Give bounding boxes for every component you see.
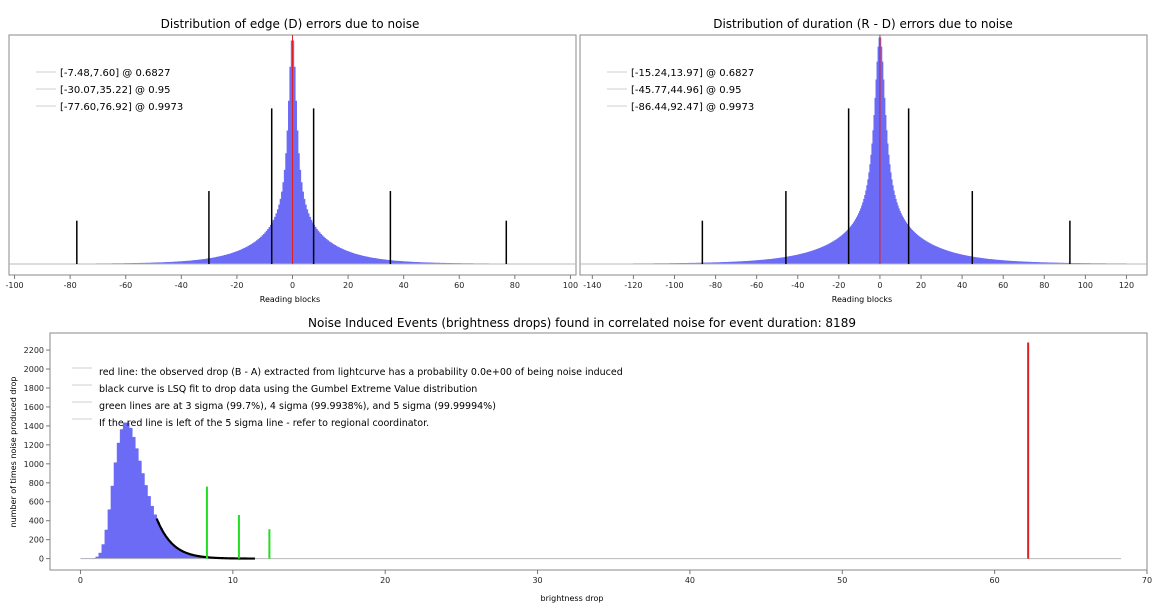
y-tick-label: 0 bbox=[39, 555, 44, 564]
y-tick-label: 2200 bbox=[24, 346, 44, 355]
x-tick-labels: 0 10 20 30 40 50 60 70 bbox=[78, 570, 1152, 585]
x-tick-label: 60 bbox=[998, 281, 1008, 290]
edge-error-chart: Distribution of edge (D) errors due to n… bbox=[5, 17, 578, 304]
y-tick-labels: 0 200 400 600 800 1000 1200 1400 1600 1800 2000 220… bbox=[24, 346, 50, 564]
legend: [-7.48,7.60] @ 0.6827 [-30.07,35.22] @ 0… bbox=[36, 68, 183, 113]
x-tick-label: 80 bbox=[1039, 281, 1049, 290]
legend-entry: [-7.48,7.60] @ 0.6827 bbox=[60, 68, 170, 79]
legend-entry: If the red line is left of the 5 sigma l… bbox=[99, 418, 429, 429]
legend-entry: [-30.07,35.22] @ 0.95 bbox=[60, 85, 170, 96]
x-tick-label: 40 bbox=[685, 576, 695, 585]
x-tick-label: -120 bbox=[624, 281, 642, 290]
marker-lines bbox=[205, 342, 1030, 559]
chart-title: Noise Induced Events (brightness drops) … bbox=[308, 316, 856, 330]
noise-events-chart: Noise Induced Events (brightness drops) … bbox=[9, 316, 1152, 603]
y-tick-label: 1800 bbox=[24, 384, 44, 393]
x-tick-label: -40 bbox=[791, 281, 804, 290]
y-tick-label: 600 bbox=[29, 498, 44, 507]
x-tick-label: 60 bbox=[990, 576, 1000, 585]
y-tick-label: 1200 bbox=[24, 441, 44, 450]
x-tick-label: -20 bbox=[832, 281, 845, 290]
x-tick-label: -100 bbox=[665, 281, 683, 290]
y-tick-label: 200 bbox=[29, 536, 44, 545]
x-axis-label: Reading blocks bbox=[832, 295, 892, 304]
x-tick-label: 40 bbox=[399, 281, 409, 290]
y-tick-label: 400 bbox=[29, 517, 44, 526]
legend-entry: red line: the observed drop (B - A) extr… bbox=[99, 367, 623, 378]
duration-error-chart: Distribution of duration (R - D) errors … bbox=[579, 17, 1148, 304]
x-tick-label: 20 bbox=[380, 576, 390, 585]
x-tick-label: 20 bbox=[343, 281, 353, 290]
legend-entry: [-45.77,44.96] @ 0.95 bbox=[631, 85, 741, 96]
x-tick-label: 50 bbox=[837, 576, 847, 585]
legend-entry: [-15.24,13.97] @ 0.6827 bbox=[631, 68, 754, 79]
x-tick-label: 30 bbox=[532, 576, 542, 585]
x-tick-label: 20 bbox=[916, 281, 926, 290]
legend: [-15.24,13.97] @ 0.6827 [-45.77,44.96] @… bbox=[607, 68, 754, 113]
x-tick-label: -80 bbox=[709, 281, 722, 290]
plot-frame bbox=[49, 332, 1148, 571]
y-tick-label: 1600 bbox=[24, 403, 44, 412]
x-tick-label: 70 bbox=[1142, 576, 1152, 585]
legend-entry: black curve is LSQ fit to drop data usin… bbox=[99, 384, 477, 395]
x-tick-label: 40 bbox=[957, 281, 967, 290]
x-tick-label: -80 bbox=[64, 281, 77, 290]
legend-entry: green lines are at 3 sigma (99.7%), 4 si… bbox=[99, 401, 496, 412]
legend: red line: the observed drop (B - A) extr… bbox=[72, 367, 623, 429]
x-tick-label: -60 bbox=[119, 281, 132, 290]
x-tick-label: 0 bbox=[290, 281, 295, 290]
legend-entry: [-77.60,76.92] @ 0.9973 bbox=[60, 102, 183, 113]
x-tick-label: 10 bbox=[228, 576, 238, 585]
x-tick-label: -140 bbox=[583, 281, 601, 290]
y-tick-label: 1400 bbox=[24, 422, 44, 431]
x-tick-label: -40 bbox=[175, 281, 188, 290]
y-axis-label: number of times noise produced drop bbox=[9, 377, 18, 528]
legend-entry: [-86.44,92.47] @ 0.9973 bbox=[631, 102, 754, 113]
x-tick-labels: -140 -120 -100 -80 -60 -40 -20 0 20 40 60 80 100 120 bbox=[583, 275, 1134, 290]
x-tick-label: -100 bbox=[5, 281, 23, 290]
x-tick-label: 0 bbox=[877, 281, 882, 290]
chart-title: Distribution of edge (D) errors due to n… bbox=[161, 17, 420, 31]
x-tick-label: 120 bbox=[1119, 281, 1134, 290]
chart-title: Distribution of duration (R - D) errors … bbox=[713, 17, 1013, 31]
x-tick-labels: -100 -80 -60 -40 -20 0 20 40 60 80 100 bbox=[5, 275, 578, 290]
y-tick-label: 1000 bbox=[24, 460, 44, 469]
x-axis-label: Reading blocks bbox=[260, 295, 320, 304]
histogram-area bbox=[579, 37, 1148, 265]
y-tick-label: 2000 bbox=[24, 365, 44, 374]
x-tick-label: 60 bbox=[454, 281, 464, 290]
y-tick-label: 800 bbox=[29, 479, 44, 488]
x-tick-label: 0 bbox=[78, 576, 83, 585]
x-tick-label: 80 bbox=[510, 281, 520, 290]
x-tick-label: -20 bbox=[230, 281, 243, 290]
x-axis-label: brightness drop bbox=[541, 594, 604, 603]
interval-lines bbox=[76, 35, 508, 264]
x-tick-label: 100 bbox=[563, 281, 578, 290]
interval-lines bbox=[701, 35, 1071, 264]
x-tick-label: 100 bbox=[1078, 281, 1093, 290]
histogram-bars bbox=[579, 37, 1148, 265]
x-tick-label: -60 bbox=[750, 281, 763, 290]
